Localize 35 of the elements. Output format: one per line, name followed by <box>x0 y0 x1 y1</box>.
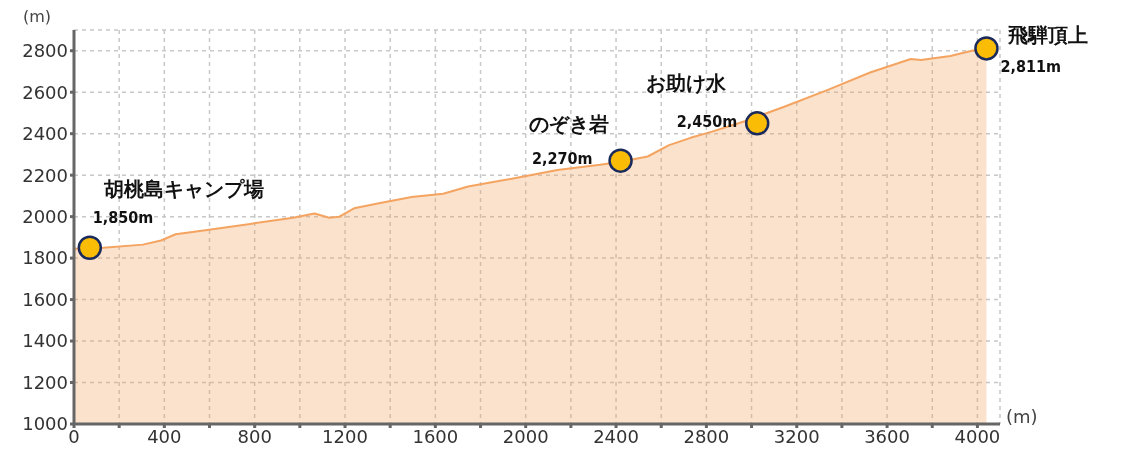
data-label: 2,811m <box>1000 57 1061 77</box>
point <box>608 148 633 173</box>
annotation: 胡桃島キャンプ場 <box>102 176 264 201</box>
x-tick-label: 2400 <box>593 425 639 447</box>
y-tick-label: 2200 <box>22 164 68 186</box>
x-tick-label: 400 <box>147 425 182 447</box>
point <box>77 235 103 260</box>
y-tick-label: 1000 <box>22 413 68 435</box>
y-tick-label: 2000 <box>22 206 68 228</box>
x-tick-label: 3600 <box>864 425 910 447</box>
x-tick-label: 3200 <box>773 425 820 447</box>
x-axis-title: (m) <box>1006 406 1038 428</box>
y-tick-label: 1400 <box>22 330 68 352</box>
annotation: お助け水 <box>646 71 728 96</box>
annotation: のぞき岩 <box>528 111 609 136</box>
x-tick-label: 2000 <box>502 425 549 447</box>
x-tick-label: 1200 <box>322 425 368 447</box>
x-tick-label: 1600 <box>412 425 459 447</box>
y-tick-label: 2800 <box>22 40 68 62</box>
y-tick-label: 1600 <box>22 288 68 310</box>
data-label: 2,270m <box>532 148 593 168</box>
annotation: 飛騨頂上 <box>1007 23 1089 48</box>
point <box>744 111 770 136</box>
y-axis-title: (m) <box>23 7 52 27</box>
data-label: 2,450m <box>676 112 738 132</box>
y-tick-label: 2400 <box>22 123 68 145</box>
data-label: 1,850m <box>92 207 154 227</box>
y-tick-label: 1800 <box>22 247 68 269</box>
x-tick-label: 4000 <box>954 425 1001 447</box>
x-tick-label: 800 <box>237 425 272 447</box>
point <box>974 36 999 61</box>
y-tick-label: 1200 <box>22 371 68 393</box>
x-tick-label: 2800 <box>683 425 730 447</box>
y-tick-label: 2600 <box>22 81 68 103</box>
x-tick-label: 0 <box>68 425 80 447</box>
